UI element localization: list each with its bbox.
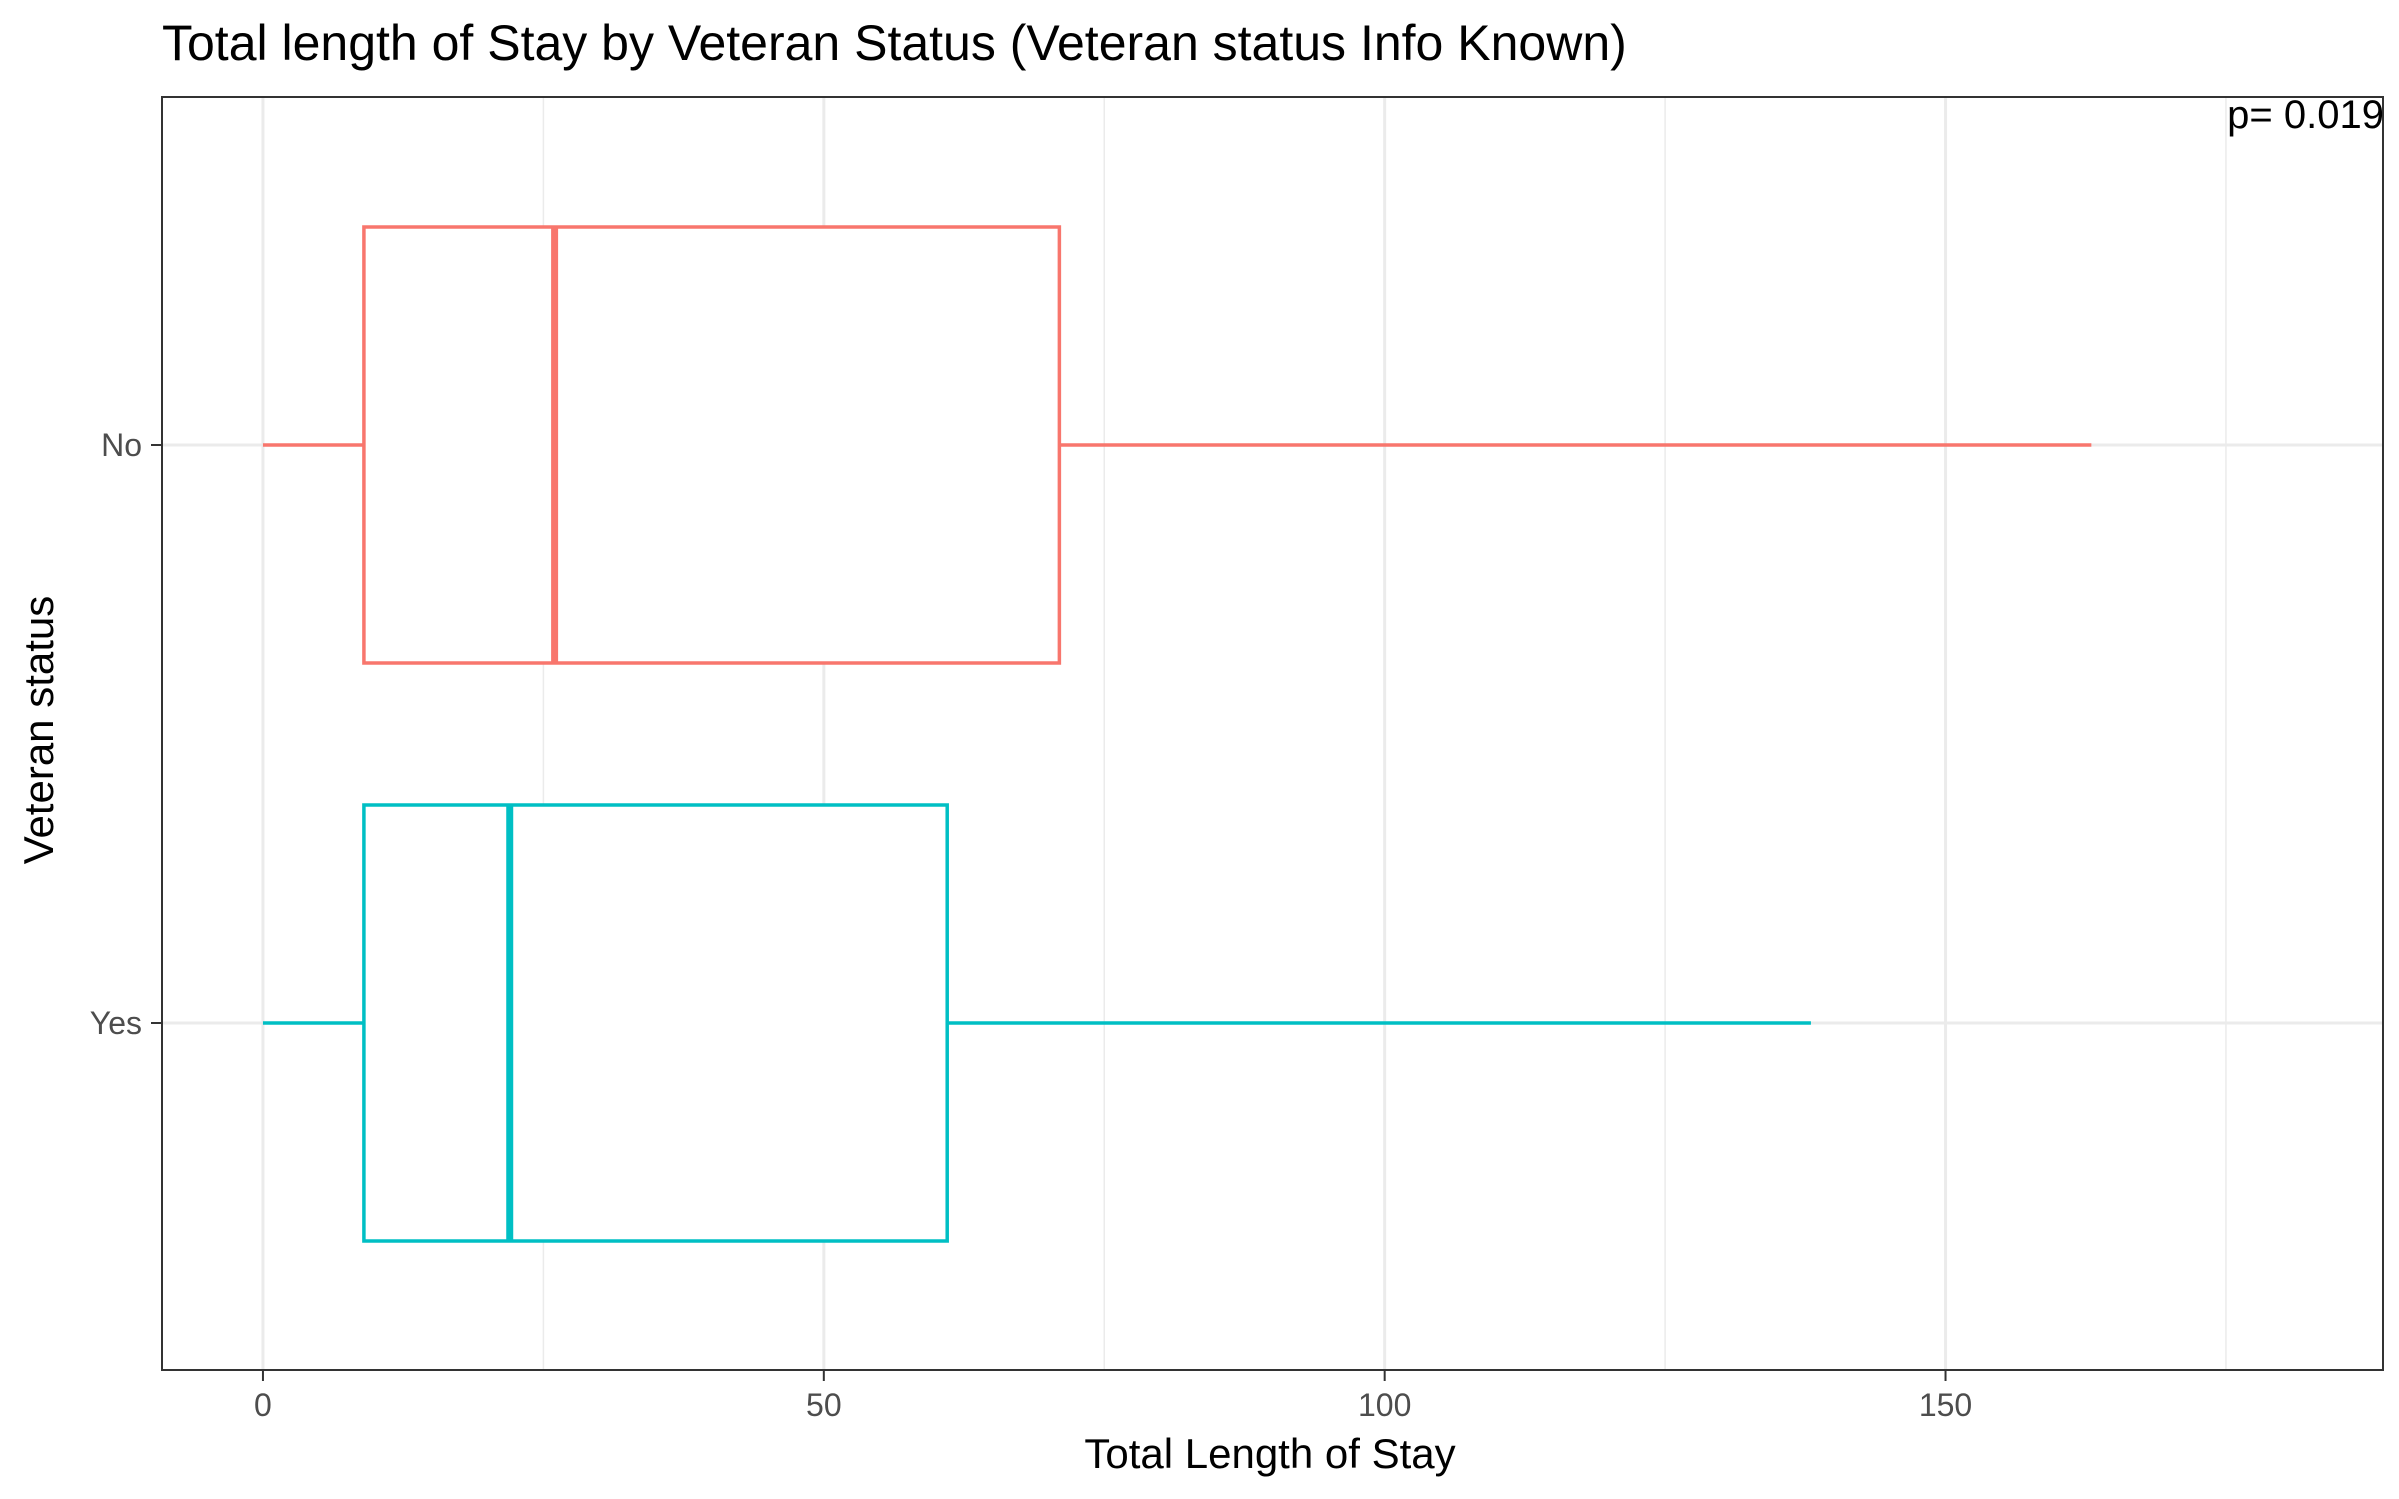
x-tick-label: 150 xyxy=(1919,1387,1972,1423)
y-tick-label-no: No xyxy=(101,427,142,463)
x-tick-label: 100 xyxy=(1358,1387,1411,1423)
box-yes xyxy=(362,803,949,1243)
p-value-annotation: p= 0.019 xyxy=(2227,93,2384,137)
chart-title: Total length of Stay by Veteran Status (… xyxy=(162,15,1627,71)
x-axis-title: Total Length of Stay xyxy=(1084,1430,1455,1477)
panel-border xyxy=(161,96,2384,1371)
y-tick-label-yes: Yes xyxy=(90,1005,142,1041)
plot-area: 0 50 100 150 No Yes xyxy=(90,96,2384,1423)
x-tick-label: 50 xyxy=(806,1387,842,1423)
y-axis-title: Veteran status xyxy=(15,596,62,865)
box-no xyxy=(362,225,1062,665)
x-tick-label: 0 xyxy=(254,1387,272,1423)
